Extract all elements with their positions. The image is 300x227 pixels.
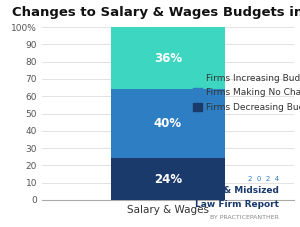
- Text: Changes to Salary & Wages Budgets in the Last Year: Changes to Salary & Wages Budgets in the…: [12, 6, 300, 19]
- Text: 36%: 36%: [154, 52, 182, 65]
- Text: Law Firm Report: Law Firm Report: [195, 200, 279, 209]
- Text: Small & Midsized: Small & Midsized: [192, 186, 279, 195]
- Bar: [111, 27, 225, 89]
- Text: 2  0  2  4: 2 0 2 4: [248, 176, 279, 182]
- Legend: Firms Increasing Budget, Firms Making No Change, Firms Decreasing Budget: Firms Increasing Budget, Firms Making No…: [193, 74, 300, 112]
- Bar: [111, 89, 225, 158]
- Text: BY PRACTICEPANTHER: BY PRACTICEPANTHER: [210, 215, 279, 220]
- Text: 24%: 24%: [154, 173, 182, 185]
- Bar: [111, 158, 225, 200]
- Text: 40%: 40%: [154, 117, 182, 130]
